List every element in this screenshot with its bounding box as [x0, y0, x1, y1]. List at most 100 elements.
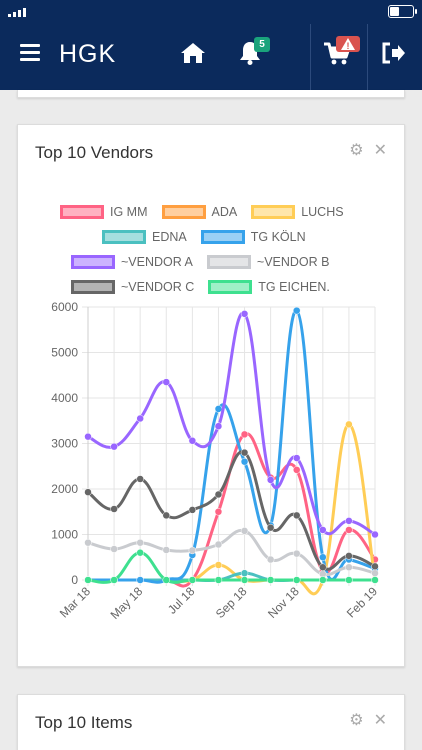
data-point [110, 576, 118, 584]
legend-item[interactable]: ADA [161, 205, 238, 219]
card-tools: ⚙ ✕ [349, 142, 387, 160]
data-point [136, 548, 144, 557]
legend-label: ~VENDOR B [256, 255, 330, 269]
data-point [214, 508, 223, 516]
warning-icon: ! [341, 38, 355, 51]
data-point [240, 430, 249, 439]
close-icon[interactable]: ✕ [373, 142, 387, 159]
data-point [162, 378, 171, 386]
data-point [214, 422, 223, 430]
data-point [162, 576, 171, 584]
y-tick-label: 1000 [51, 528, 78, 542]
data-point [162, 511, 171, 520]
x-tick-label: Sep 18 [213, 584, 250, 621]
hamburger-icon[interactable] [20, 44, 40, 62]
previous-card-bottom [17, 90, 405, 98]
data-point [371, 576, 379, 584]
status-bar [0, 0, 422, 24]
legend-swatch [102, 230, 146, 244]
data-point [240, 448, 249, 457]
data-point [188, 546, 197, 555]
logout-icon[interactable] [380, 38, 408, 68]
x-tick-label: Jul 18 [165, 584, 198, 617]
navbar-divider [310, 24, 311, 90]
legend-item[interactable]: ~VENDOR A [71, 255, 193, 269]
legend-swatch [71, 255, 115, 269]
data-point [319, 576, 327, 584]
gear-icon[interactable]: ⚙ [349, 712, 364, 729]
top-items-card: Top 10 Items ⚙ ✕ [17, 694, 405, 750]
series-line-7 [87, 450, 376, 571]
legend-label: TG EICHEN. [258, 280, 330, 294]
legend-row: EDNA TG KÖLN [102, 230, 306, 244]
data-point [240, 310, 249, 318]
data-point [240, 457, 249, 466]
legend-item[interactable]: ~VENDOR C [71, 280, 194, 294]
data-point [240, 569, 249, 577]
legend-swatch [206, 255, 251, 269]
card-tools: ⚙ ✕ [349, 712, 387, 730]
data-point [292, 454, 301, 462]
y-tick-label: 6000 [51, 300, 78, 314]
vendors-line-chart: 0 1000 2000 3000 4000 5000 6000 Mar 18 May 18 Jul… [51, 300, 381, 622]
y-tick-label: 0 [71, 573, 78, 587]
legend-swatch [161, 205, 206, 219]
y-tick-label: 5000 [51, 346, 78, 360]
legend-row: ~VENDOR A ~VENDOR B [71, 255, 330, 269]
data-point [292, 549, 301, 558]
data-point [319, 563, 327, 572]
legend-swatch [251, 205, 296, 219]
app-brand[interactable]: HGK [59, 40, 117, 68]
data-point [292, 576, 301, 584]
y-tick-label: 3000 [51, 437, 78, 451]
data-point [136, 576, 144, 584]
legend-swatch [208, 280, 253, 294]
legend-item[interactable]: IG MM [60, 205, 148, 219]
data-point [84, 432, 92, 441]
data-point [266, 576, 275, 584]
data-point [84, 488, 92, 496]
legend-row: IG MM ADA LUCHS [60, 205, 344, 219]
series-line-0 [87, 432, 377, 588]
data-point [345, 563, 353, 572]
data-point [188, 437, 197, 445]
legend-label: IG MM [110, 205, 148, 219]
gear-icon[interactable]: ⚙ [349, 142, 364, 159]
y-tick-label: 4000 [51, 391, 78, 405]
legend-label: ~VENDOR A [121, 255, 193, 269]
data-point [240, 576, 249, 584]
card-title: Top 10 Items [35, 713, 133, 732]
legend-swatch [60, 205, 104, 219]
card-title: Top 10 Vendors [35, 143, 154, 162]
legend-item[interactable]: TG EICHEN. [208, 280, 330, 294]
legend-swatch [71, 280, 115, 294]
legend-item[interactable]: ~VENDOR B [206, 255, 330, 269]
legend-item[interactable]: LUCHS [251, 205, 344, 219]
data-point [214, 576, 223, 584]
signal-icon [8, 8, 26, 17]
data-point [371, 569, 379, 577]
legend-item[interactable]: TG KÖLN [200, 230, 306, 244]
home-icon[interactable] [179, 38, 207, 68]
data-point [266, 555, 275, 564]
data-point [84, 576, 92, 584]
close-icon[interactable]: ✕ [373, 712, 387, 729]
y-tick-label: 2000 [51, 482, 78, 496]
battery-icon [388, 5, 417, 18]
data-point [319, 553, 327, 561]
legend-item[interactable]: EDNA [102, 230, 187, 244]
data-point [345, 420, 353, 429]
notification-count-badge: 5 [254, 37, 270, 52]
x-tick-label: Feb 19 [344, 584, 381, 621]
alert-symbol: ! [347, 41, 350, 51]
data-point [266, 476, 275, 484]
data-point [84, 538, 92, 547]
data-point [214, 490, 223, 499]
legend-label: ADA [211, 205, 238, 219]
x-tick-label: Mar 18 [57, 584, 94, 621]
legend-label: TG KÖLN [250, 230, 306, 244]
legend-label: ~VENDOR C [121, 280, 195, 294]
legend-swatch [200, 230, 245, 244]
x-tick-label: Nov 18 [265, 584, 302, 621]
data-point [214, 561, 223, 569]
